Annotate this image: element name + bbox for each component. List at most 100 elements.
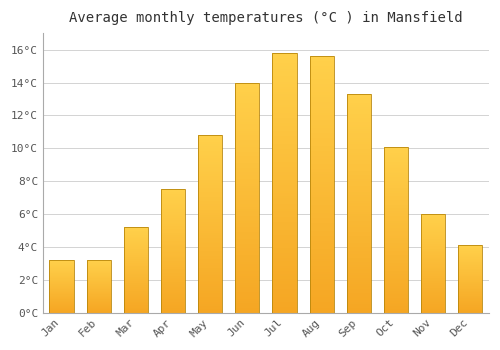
Bar — [421, 279, 445, 280]
Bar — [347, 197, 371, 199]
Bar — [86, 299, 111, 300]
Bar — [347, 103, 371, 105]
Bar — [310, 190, 334, 192]
Bar — [272, 102, 296, 105]
Bar — [272, 222, 296, 224]
Bar — [310, 266, 334, 269]
Bar — [458, 305, 482, 306]
Bar — [458, 270, 482, 271]
Bar — [161, 191, 185, 192]
Bar — [458, 273, 482, 274]
Bar — [384, 188, 408, 190]
Bar — [236, 128, 260, 131]
Bar — [161, 286, 185, 287]
Bar — [124, 272, 148, 273]
Bar — [310, 251, 334, 254]
Bar — [198, 160, 222, 162]
Bar — [272, 152, 296, 154]
Bar — [310, 82, 334, 84]
Bar — [161, 265, 185, 266]
Bar — [458, 308, 482, 309]
Bar — [161, 258, 185, 260]
Bar — [421, 286, 445, 287]
Bar — [310, 182, 334, 184]
Bar — [198, 190, 222, 192]
Bar — [310, 151, 334, 154]
Bar — [236, 133, 260, 135]
Bar — [124, 284, 148, 285]
Bar — [310, 61, 334, 64]
Bar — [236, 296, 260, 299]
Bar — [198, 249, 222, 251]
Bar — [124, 257, 148, 258]
Bar — [272, 284, 296, 287]
Bar — [347, 223, 371, 225]
Bar — [421, 309, 445, 310]
Bar — [86, 291, 111, 292]
Bar — [50, 285, 74, 286]
Bar — [272, 289, 296, 292]
Bar — [124, 231, 148, 232]
Bar — [347, 232, 371, 234]
Bar — [347, 273, 371, 275]
Bar — [310, 272, 334, 274]
Bar — [384, 210, 408, 211]
Bar — [347, 144, 371, 147]
Bar — [421, 310, 445, 311]
Bar — [421, 218, 445, 219]
Bar — [421, 311, 445, 312]
Bar — [86, 302, 111, 303]
Bar — [198, 165, 222, 167]
Bar — [347, 133, 371, 135]
Bar — [458, 304, 482, 305]
Bar — [86, 268, 111, 269]
Bar — [384, 263, 408, 265]
Bar — [236, 230, 260, 232]
Bar — [236, 303, 260, 306]
Bar — [272, 224, 296, 227]
Bar — [272, 63, 296, 66]
Bar — [310, 69, 334, 72]
Bar — [272, 219, 296, 222]
Bar — [458, 296, 482, 297]
Bar — [384, 220, 408, 221]
Bar — [236, 209, 260, 211]
Bar — [86, 261, 111, 262]
Bar — [458, 290, 482, 291]
Bar — [198, 265, 222, 266]
Bar — [161, 287, 185, 288]
Bar — [347, 151, 371, 153]
Bar — [272, 123, 296, 126]
Bar — [347, 265, 371, 267]
Bar — [198, 299, 222, 300]
Bar — [421, 297, 445, 298]
Bar — [198, 137, 222, 139]
Bar — [161, 223, 185, 224]
Bar — [347, 240, 371, 243]
Bar — [198, 218, 222, 220]
Bar — [198, 163, 222, 165]
Bar — [421, 278, 445, 279]
Bar — [421, 266, 445, 267]
Bar — [347, 230, 371, 232]
Bar — [310, 236, 334, 238]
Bar — [198, 289, 222, 291]
Bar — [458, 303, 482, 304]
Bar — [198, 300, 222, 302]
Bar — [310, 200, 334, 202]
Bar — [458, 280, 482, 281]
Bar — [124, 230, 148, 231]
Bar — [50, 260, 74, 313]
Bar — [236, 287, 260, 290]
Bar — [458, 266, 482, 267]
Bar — [384, 167, 408, 168]
Bar — [236, 218, 260, 220]
Bar — [198, 224, 222, 226]
Bar — [384, 288, 408, 289]
Bar — [347, 205, 371, 208]
Bar — [124, 266, 148, 267]
Bar — [458, 302, 482, 303]
Bar — [421, 227, 445, 228]
Bar — [421, 271, 445, 272]
Bar — [50, 276, 74, 277]
